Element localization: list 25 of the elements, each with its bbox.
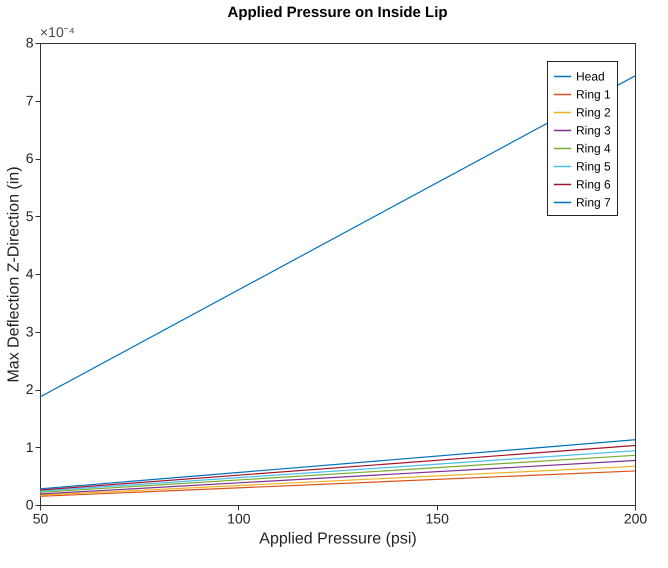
text: ×10⁻⁴ [40, 24, 75, 40]
legend-label: Ring 3 [576, 124, 612, 138]
chart-title: Applied Pressure on Inside Lip [227, 4, 448, 21]
y-tick-label: 1 [26, 438, 34, 455]
x-axis-title: Applied Pressure (psi) [259, 530, 417, 548]
legend-label: Ring 5 [576, 160, 612, 174]
x-tick-label: 50 [32, 510, 48, 526]
x-tick-label: 100 [227, 510, 251, 526]
legend-label: Head [576, 70, 605, 84]
y-tick-label: 8 [26, 34, 34, 50]
legend-label: Ring 6 [576, 178, 612, 192]
y-tick-label: 0 [26, 496, 34, 512]
y-tick-label: 3 [26, 323, 34, 340]
y-axis-title: Max Deflection Z-Direction (in) [6, 166, 23, 383]
legend-label: Ring 1 [576, 88, 612, 102]
y-tick-label: 2 [26, 381, 34, 397]
legend-label: Ring 4 [576, 142, 612, 156]
x-tick-label: 200 [624, 510, 648, 526]
y-tick-label: 7 [26, 92, 34, 108]
legend-label: Ring 2 [576, 106, 612, 120]
y-tick-label: 5 [26, 208, 34, 224]
y-tick-label: 4 [26, 266, 34, 282]
legend-label: Ring 7 [576, 196, 612, 210]
x-tick-label: 150 [425, 510, 450, 526]
y-tick-label: 6 [26, 150, 34, 166]
